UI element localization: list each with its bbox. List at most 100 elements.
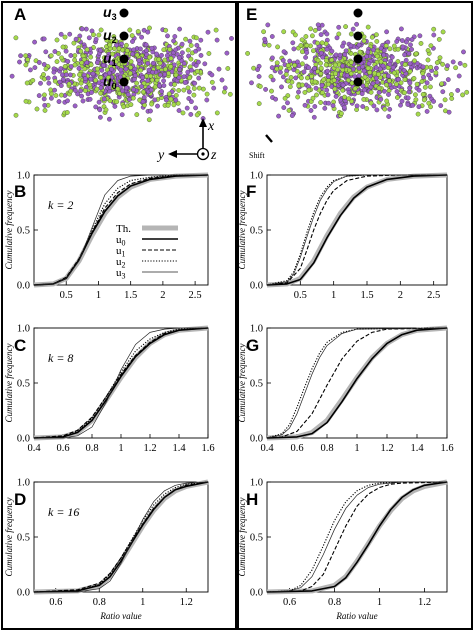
purple-particle xyxy=(163,97,169,103)
green-particle xyxy=(191,92,197,98)
green-particle xyxy=(361,97,367,102)
green-particle xyxy=(201,86,206,92)
purple-particle xyxy=(249,80,254,86)
green-particle xyxy=(411,76,417,81)
green-particle xyxy=(185,47,191,53)
plot-frame xyxy=(266,481,448,593)
green-particle xyxy=(134,52,140,58)
purple-particle xyxy=(399,98,405,104)
marker-u0 xyxy=(119,77,129,87)
x-tick-label: 1 xyxy=(377,597,382,608)
y-axis-title: Cumulative frequency xyxy=(4,191,14,270)
green-particle xyxy=(332,86,338,92)
purple-particle xyxy=(360,104,366,109)
series-u2-line xyxy=(33,327,209,439)
purple-particle xyxy=(408,42,413,48)
purple-particle xyxy=(125,92,131,97)
green-particle xyxy=(315,40,320,46)
purple-particle xyxy=(42,103,48,108)
purple-particle xyxy=(73,88,78,93)
green-particle xyxy=(124,48,130,54)
purple-particle xyxy=(123,66,129,72)
green-particle xyxy=(23,98,29,104)
purple-particle xyxy=(140,75,145,80)
green-particle xyxy=(413,97,419,103)
green-particle xyxy=(130,95,136,101)
green-particle xyxy=(285,78,291,84)
purple-particle xyxy=(376,90,382,95)
purple-particle xyxy=(109,80,114,86)
purple-particle xyxy=(405,95,411,101)
green-particle xyxy=(449,96,455,101)
purple-particle xyxy=(409,37,415,42)
purple-particle xyxy=(407,85,412,91)
green-particle xyxy=(225,66,231,71)
marker-u1 xyxy=(119,54,129,64)
green-particle xyxy=(346,96,352,102)
k-label: k = 16 xyxy=(48,505,79,519)
green-particle xyxy=(256,101,262,106)
y-axis-title: Cumulative frequency xyxy=(237,191,247,270)
purple-particle xyxy=(101,62,107,68)
purple-particle xyxy=(400,44,406,50)
green-particle xyxy=(269,88,274,94)
green-particle xyxy=(161,47,167,53)
purple-particle xyxy=(303,55,308,60)
purple-particle xyxy=(202,61,208,67)
chart-c: 0.0 0.5 1.0 0.4 0.6 0.8 1 1.2 1.4 1.6 k = 8 Cumulat… xyxy=(4,324,215,455)
y-tick-label: 0.0 xyxy=(250,588,263,599)
purple-particle xyxy=(301,69,307,75)
series-u0-line xyxy=(266,174,448,286)
purple-particle xyxy=(378,45,384,51)
purple-particle xyxy=(337,52,343,58)
x-tick-label: 1.6 xyxy=(440,443,453,454)
purple-particle xyxy=(281,105,287,110)
purple-particle xyxy=(387,61,393,67)
green-particle xyxy=(299,75,304,81)
purple-particle xyxy=(340,63,345,69)
y-tick-label: 0.5 xyxy=(250,533,263,544)
green-particle xyxy=(91,32,96,38)
green-particle xyxy=(318,65,324,71)
green-particle xyxy=(23,62,29,68)
purple-particle xyxy=(311,114,317,120)
green-particle xyxy=(464,89,470,95)
green-particle xyxy=(362,74,368,80)
green-particle xyxy=(412,58,417,64)
purple-particle xyxy=(386,114,392,119)
x-tick-label: 1.2 xyxy=(180,597,193,608)
purple-particle xyxy=(176,108,182,113)
purple-particle xyxy=(293,75,299,81)
purple-particle xyxy=(410,102,416,108)
purple-particle xyxy=(68,53,74,58)
purple-particle xyxy=(421,74,426,80)
point-label-sub: 3 xyxy=(112,12,117,22)
green-particle xyxy=(163,27,169,33)
purple-particle xyxy=(78,88,83,94)
purple-particle xyxy=(291,46,297,52)
green-particle xyxy=(194,112,200,118)
purple-particle xyxy=(193,105,198,111)
green-particle xyxy=(175,100,181,106)
purple-particle xyxy=(373,75,379,81)
purple-particle xyxy=(67,31,73,37)
green-particle xyxy=(96,32,102,38)
green-particle xyxy=(129,33,135,38)
green-particle xyxy=(124,42,129,48)
purple-particle xyxy=(56,99,62,104)
green-particle xyxy=(342,94,347,100)
green-particle xyxy=(245,51,250,56)
series-u0-line xyxy=(266,481,448,593)
purple-particle xyxy=(145,78,151,84)
green-particle xyxy=(274,60,280,66)
purple-particle xyxy=(446,109,452,115)
purple-particle xyxy=(161,78,166,84)
green-particle xyxy=(59,92,64,98)
green-particle xyxy=(391,43,397,49)
purple-particle xyxy=(255,67,260,72)
purple-particle xyxy=(187,38,193,44)
green-particle xyxy=(261,29,266,35)
x-tick-label: 0.8 xyxy=(85,443,98,454)
legend-label-sub: 1 xyxy=(122,250,126,259)
green-particle xyxy=(64,110,70,115)
